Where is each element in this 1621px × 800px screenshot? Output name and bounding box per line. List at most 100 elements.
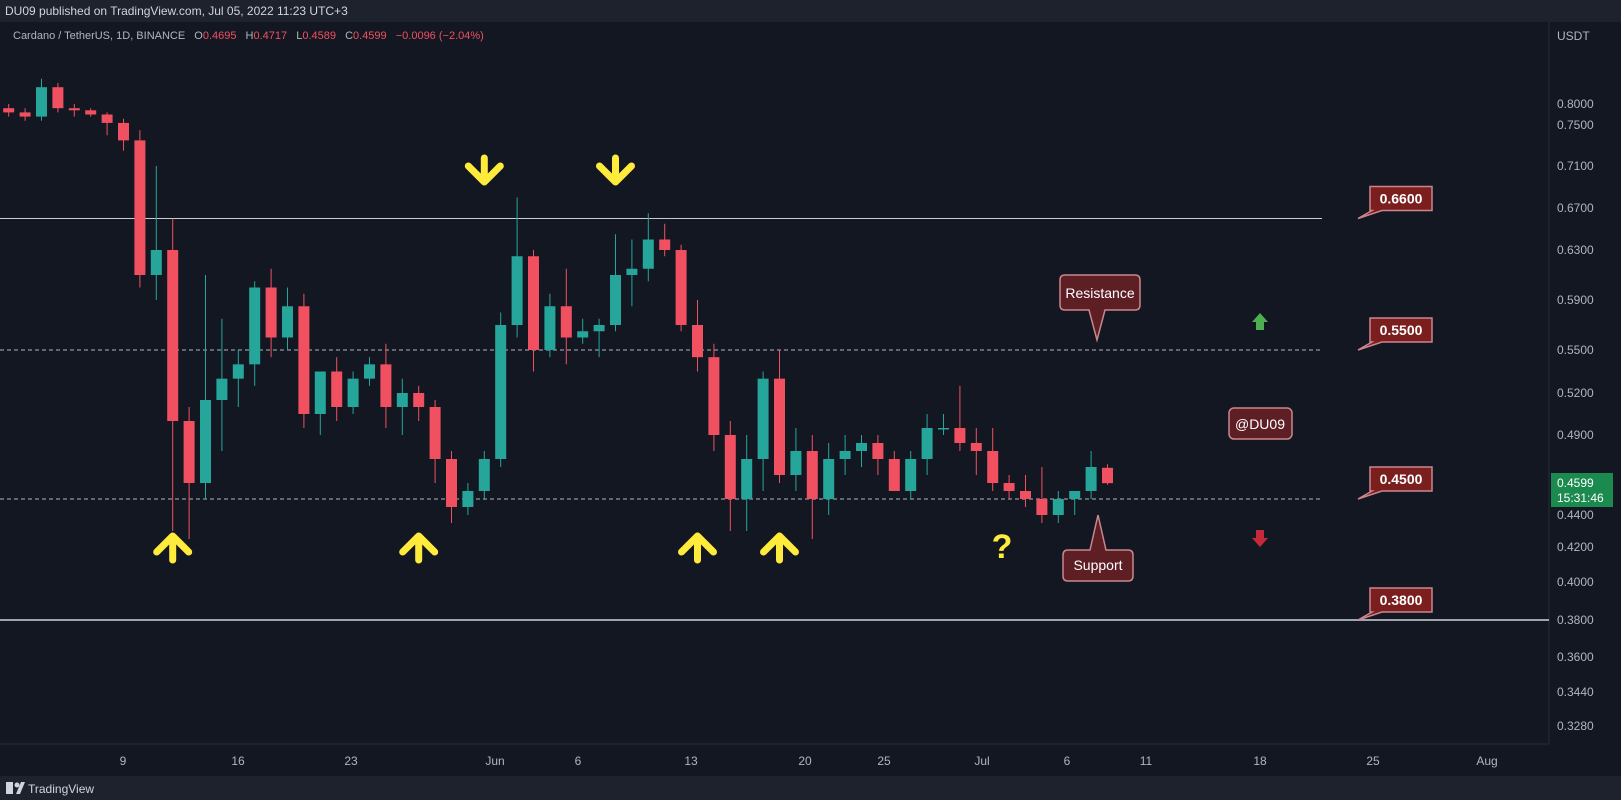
candle-body xyxy=(282,306,293,338)
candle-body xyxy=(3,108,15,113)
price-axis-currency: USDT xyxy=(1557,29,1590,43)
candle-body xyxy=(1020,491,1031,499)
symbol-legend: Cardano / TetherUS, 1D, BINANCE O0.4695 … xyxy=(13,30,484,42)
price-tick-label: 0.5500 xyxy=(1557,343,1594,357)
candle xyxy=(462,483,474,515)
candle xyxy=(101,112,113,136)
yellow-down-arrow-icon xyxy=(464,154,504,186)
yellow-up-arrow-icon xyxy=(153,532,193,564)
candle xyxy=(675,244,687,332)
candle-body xyxy=(495,325,507,459)
candle xyxy=(429,400,441,483)
candle-body xyxy=(610,275,621,325)
time-axis[interactable]: 9 16 23 Jun 6 13 20 25 Jul 6 11 18 25 Aug xyxy=(120,754,1498,768)
candle-body xyxy=(200,400,211,483)
last-price-countdown: 15:31:46 xyxy=(1557,491,1604,505)
last-price-value: 0.4599 xyxy=(1557,476,1594,490)
last-price-label: 0.4599 15:31:46 xyxy=(1551,473,1613,507)
candle xyxy=(511,197,523,338)
level-label: 0.6600 xyxy=(1357,185,1433,220)
time-tick-label: 25 xyxy=(1366,754,1380,768)
level-lines: 0.6600 0.5500 0.4500 0.3800 xyxy=(0,185,1549,621)
price-tick-label: 0.5900 xyxy=(1557,293,1594,307)
candle-body xyxy=(1085,467,1097,491)
candle xyxy=(954,385,966,451)
candle xyxy=(216,318,228,451)
candle xyxy=(577,318,589,344)
candle xyxy=(1102,464,1113,485)
candle xyxy=(1003,475,1015,499)
candle xyxy=(741,435,753,531)
price-tick-label: 0.6700 xyxy=(1557,201,1594,215)
time-tick-label: 11 xyxy=(1140,754,1153,768)
candle xyxy=(298,293,310,428)
candle-body xyxy=(446,459,457,507)
candle-body xyxy=(347,378,359,407)
candle-body xyxy=(429,407,441,459)
candle-body xyxy=(265,287,277,338)
candle xyxy=(593,318,605,358)
ohlc-high-label: H xyxy=(246,30,254,42)
candle-body xyxy=(954,428,966,443)
candle xyxy=(52,83,64,113)
candle xyxy=(413,385,425,421)
candle-body xyxy=(511,256,523,325)
time-tick-label: Jul xyxy=(974,754,989,768)
candle-body xyxy=(19,112,31,117)
candle xyxy=(872,435,884,475)
published-info: DU09 published on TradingView.com, Jul 0… xyxy=(5,4,348,18)
candle-body xyxy=(888,459,900,491)
price-axis[interactable]: 0.8000 0.7500 0.7100 0.6700 0.6300 0.5900 0.55… xyxy=(1557,97,1594,733)
candle xyxy=(68,104,80,117)
candle-body xyxy=(659,239,671,250)
ohlc-high-value: 0.4717 xyxy=(254,30,288,42)
candle xyxy=(85,108,97,117)
tradingview-logo-icon xyxy=(6,782,25,794)
candle-body xyxy=(970,443,982,451)
red-down-arrow-icon xyxy=(1252,530,1268,547)
top-bar xyxy=(0,0,1621,22)
level-label-text: 0.4500 xyxy=(1380,471,1423,487)
candle xyxy=(1052,491,1064,523)
candle-body xyxy=(478,459,490,491)
candle-body xyxy=(183,421,195,483)
time-tick-label: 9 xyxy=(120,754,127,768)
price-tick-label: 0.4000 xyxy=(1557,575,1594,589)
candle-body xyxy=(150,250,162,275)
candles xyxy=(3,78,1113,539)
yellow-up-arrow-icon xyxy=(760,532,799,564)
yellow-up-arrow-icon xyxy=(678,532,717,564)
time-tick-label: 20 xyxy=(798,754,812,768)
candle xyxy=(757,371,769,491)
author-tag-label: @DU09 xyxy=(1235,416,1285,432)
candle xyxy=(708,343,720,451)
candle-body xyxy=(642,239,654,269)
candle-body xyxy=(774,378,785,475)
price-tick-label: 0.3800 xyxy=(1557,613,1594,627)
candle xyxy=(544,293,556,358)
time-tick-label: Jun xyxy=(485,754,504,768)
svg-text:Cardano / TetherUS, 1D, BINANC: Cardano / TetherUS, 1D, BINANCE O0.4695 … xyxy=(13,30,484,42)
ohlc-open-label: O xyxy=(194,30,203,42)
question-mark: ? xyxy=(992,528,1013,566)
price-tick-label: 0.3440 xyxy=(1557,685,1594,699)
candle xyxy=(364,357,375,386)
candle xyxy=(36,78,47,121)
candle-body xyxy=(675,250,687,325)
candle xyxy=(528,250,539,372)
candle xyxy=(823,443,835,515)
price-tick-label: 0.7500 xyxy=(1557,118,1594,132)
ohlc-change: −0.0096 (−2.04%) xyxy=(396,30,484,42)
candle xyxy=(659,223,671,257)
candle xyxy=(249,281,261,386)
resistance-label: Resistance xyxy=(1065,285,1134,301)
ohlc-close-label: C xyxy=(345,30,353,42)
candle-body xyxy=(724,435,736,499)
price-tick-label: 0.3600 xyxy=(1557,650,1594,664)
candle-body xyxy=(987,451,999,483)
level-label-shape xyxy=(1357,587,1433,621)
candle xyxy=(446,451,457,523)
candle-body xyxy=(331,371,343,407)
candle-body xyxy=(560,306,572,338)
